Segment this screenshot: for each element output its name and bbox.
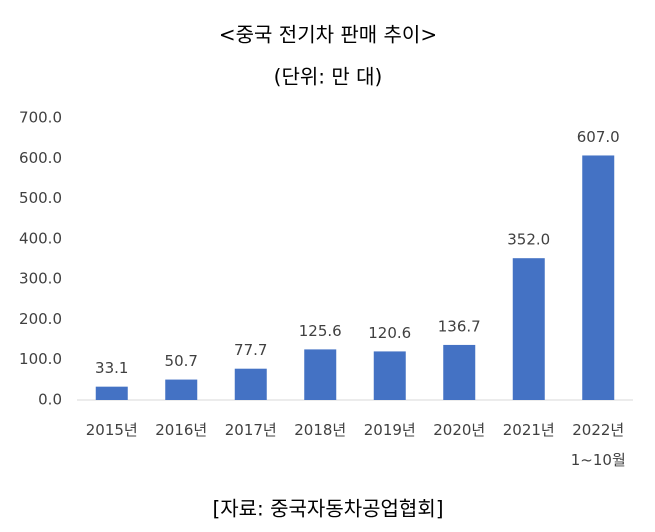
bar [304,349,337,400]
x-tick-label: 2022년 1~10월 [570,421,626,469]
bar [165,379,198,400]
value-label: 607.0 [577,128,620,146]
chart-title: <중국 전기차 판매 추이> [219,23,437,47]
x-tick-label: 2019년 [363,421,416,439]
x-tick-label: 2021년 [502,421,555,439]
y-tick-label: 400.0 [19,229,62,247]
x-tick-label: 2017년 [224,421,277,439]
source: [자료: 중국자동차공업협회] [212,497,443,521]
x-tick-label: 2016년 [155,421,208,439]
bar [512,258,545,400]
y-tick-label: 100.0 [19,350,62,368]
bar [582,155,615,400]
value-label: 33.1 [95,359,128,377]
value-label: 352.0 [507,231,550,249]
y-tick-label: 600.0 [19,149,62,167]
bar [234,368,267,400]
value-label: 77.7 [234,341,267,359]
y-tick-label: 200.0 [19,310,62,328]
y-tick-label: 500.0 [19,189,62,207]
value-label: 136.7 [438,317,481,335]
x-tick-label: 2018년 [294,421,347,439]
value-label: 125.6 [299,322,342,340]
bar [95,386,128,400]
y-tick-label: 0.0 [38,391,62,409]
value-label: 50.7 [165,352,198,370]
bar [443,344,476,400]
x-tick-label: 2020년 [433,421,486,439]
y-tick-label: 700.0 [19,109,62,127]
x-tick-label: 2015년 [85,421,138,439]
value-label: 120.6 [368,324,411,342]
y-tick-label: 300.0 [19,270,62,288]
bar [373,351,406,400]
chart-subtitle: (단위: 만 대) [274,65,383,89]
